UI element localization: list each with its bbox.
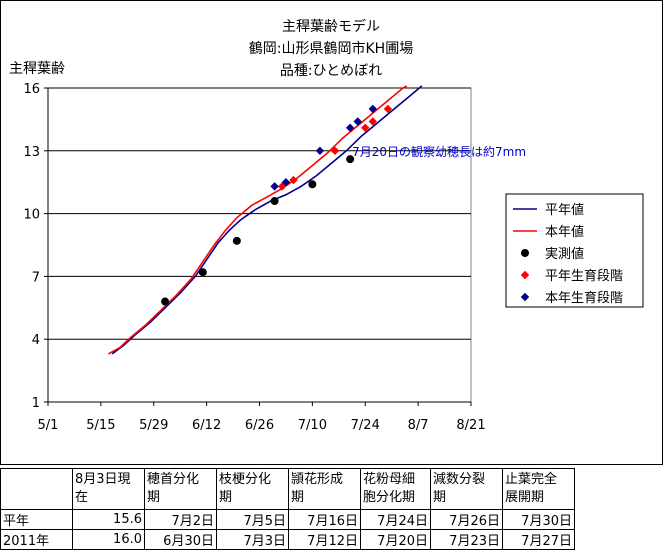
growth-stage-table: 8月3日現 在穂首分化 期枝梗分化 期頴花形成 期花粉母細 胞分化期 減数分裂 期… [0, 468, 575, 550]
table-cell: 15.6 [72, 509, 145, 530]
legend-label-1: 本年値 [545, 224, 584, 240]
marker-2 [270, 197, 279, 206]
chart-title-line-2: 鶴岡:山形県鶴岡市KH圃場 [249, 40, 413, 57]
table-row-label: 2011年 [0, 529, 73, 550]
table-header-cell: 減数分裂 期 [430, 468, 503, 510]
table-cell: 7月12日 [288, 529, 361, 550]
legend-box [505, 193, 644, 308]
table-row: 平年 15.6 7月2日 7月5日 7月16日 7月24日 7月26日 7月30日 [0, 509, 575, 530]
marker-3 [368, 117, 378, 126]
chart-title-line-1: 主稈葉齢モデル [282, 18, 380, 35]
x-tick-label: 8/21 [456, 418, 485, 433]
table-header-cell: 花粉母細 胞分化期 [360, 468, 431, 510]
marker-4 [315, 146, 325, 155]
axes [47, 88, 471, 403]
marker-2 [161, 297, 170, 306]
marker-3 [289, 175, 298, 185]
x-tick-label: 5/15 [86, 418, 115, 433]
y-axis-label: 主稈葉齢 [9, 61, 65, 77]
y-tick-labels: 1 4 7 10 13 16 [23, 82, 40, 411]
marker-3 [361, 123, 370, 132]
table-cell: 7月26日 [430, 509, 503, 530]
series-line-0 [111, 85, 423, 355]
y-tick-label: 1 [32, 396, 40, 411]
table-header-cell [0, 468, 73, 510]
table-cell: 7月23日 [430, 529, 503, 550]
x-tick-label: 7/24 [351, 418, 380, 433]
table-cell: 7月5日 [216, 509, 289, 530]
legend-label-2: 実測値 [545, 246, 584, 262]
y-tick-label: 7 [32, 270, 40, 285]
table-cell: 7月24日 [360, 509, 431, 530]
table-header-cell: 8月3日現 在 [72, 468, 145, 510]
marker-4 [281, 178, 291, 187]
plot-area [47, 87, 472, 403]
table-row: 2011年 16.0 6月30日 7月3日 7月12日 7月20日 7月23日 7月27日 [0, 529, 575, 550]
marker-4 [353, 117, 362, 126]
marker-2 [346, 155, 355, 164]
table-cell: 7月20日 [360, 529, 431, 550]
x-tick-label: 6/12 [192, 418, 221, 433]
x-tick-label: 7/10 [298, 418, 327, 433]
table-header-cell: 穂首分化 期 [144, 468, 217, 510]
table-row-label: 平年 [0, 509, 73, 530]
marker-2 [232, 236, 241, 245]
marker-4 [270, 182, 279, 191]
marker-3 [330, 146, 340, 155]
y-tick-label: 16 [23, 82, 40, 97]
x-tick-label: 8/7 [408, 418, 429, 433]
table-cell: 6月30日 [144, 529, 217, 550]
legend-swatch-3 [520, 270, 530, 280]
x-tick-labels: 5/1 5/15 5/29 6/12 6/26 7/10 7/24 8/7 8/21 [38, 418, 486, 433]
x-tick-label: 5/1 [38, 418, 59, 433]
x-tick-label: 6/26 [245, 418, 274, 433]
y-tick-label: 10 [23, 208, 40, 223]
table-cell: 7月30日 [502, 509, 575, 530]
table-cell: 7月3日 [216, 529, 289, 550]
leaf-age-chart: 主稈葉齢モデル 鶴岡:山形県鶴岡市KH圃場 品種:ひとめぼれ 主稈葉齢 1471… [9, 18, 644, 433]
y-tick-label: 4 [32, 333, 40, 348]
data-series [108, 85, 423, 355]
marker-2 [198, 268, 207, 277]
legend-swatch-2 [521, 249, 529, 257]
gridlines [44, 87, 472, 406]
marker-3 [383, 104, 393, 114]
marker-4 [345, 123, 355, 132]
legend-label-0: 平年値 [545, 202, 584, 218]
legend-label-3: 平年生育段階 [545, 268, 623, 284]
observation-note: 7月20日の観察幼穂長は約7mm [352, 144, 526, 159]
x-tick-label: 5/29 [139, 418, 168, 433]
marker-2 [308, 180, 317, 189]
table-cell: 7月16日 [288, 509, 361, 530]
chart-title-line-3: 品種:ひとめぼれ [280, 63, 382, 79]
y-tick-label: 13 [23, 145, 40, 160]
table-cell: 16.0 [72, 529, 145, 550]
table-cell: 7月27日 [502, 529, 575, 550]
marker-4 [368, 104, 378, 114]
table-cell: 7月2日 [144, 509, 217, 530]
table-header-cell: 止葉完全 展開期 [502, 468, 575, 510]
legend-label-4: 本年生育段階 [545, 290, 623, 306]
table-header-cell: 枝梗分化 期 [216, 468, 289, 510]
legend-swatch-4 [520, 292, 530, 302]
series-line-1 [108, 85, 408, 355]
table-header-cell: 頴花形成 期 [288, 468, 361, 510]
